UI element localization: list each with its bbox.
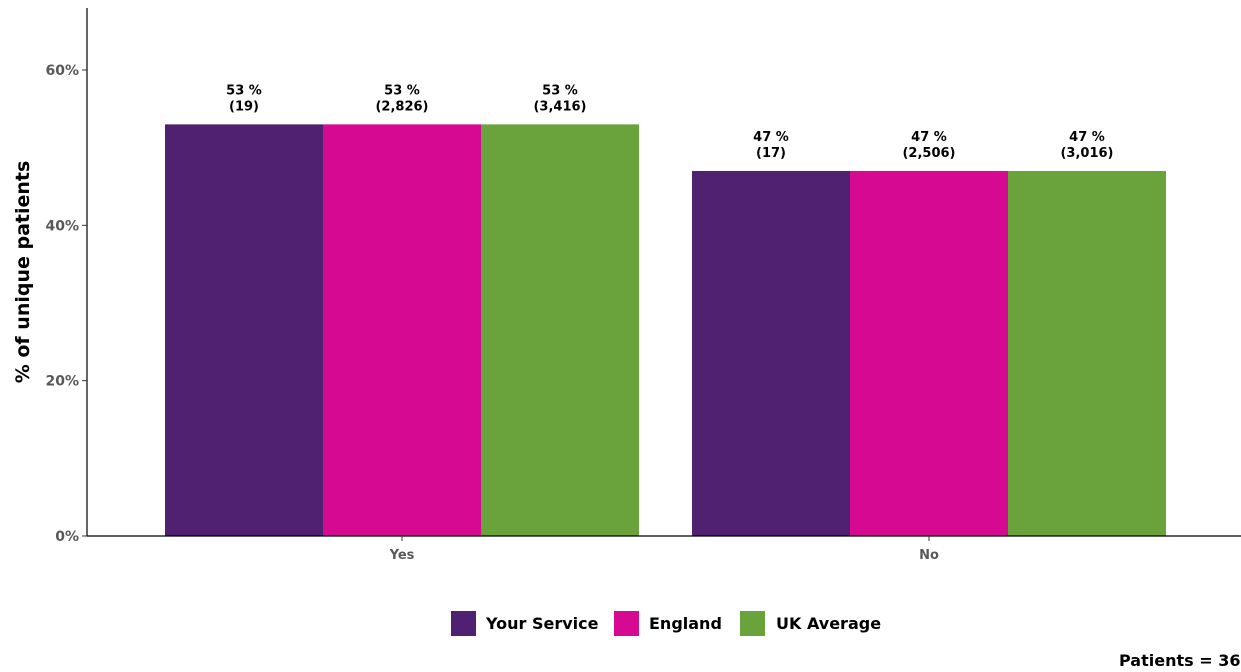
y-tick-label: 20% — [45, 374, 79, 390]
data-label-count: (3,016) — [1060, 146, 1113, 161]
patients-count-note: Patients = 36 — [1119, 651, 1240, 670]
data-label-count: (17) — [756, 146, 786, 161]
bar-your-service-yes — [165, 124, 323, 536]
y-axis-title: % of unique patients — [12, 161, 34, 384]
data-label-count: (19) — [229, 99, 259, 114]
bar-your-service-no — [692, 170, 850, 536]
data-label-percent: 53 % — [542, 83, 578, 98]
y-tick-label: 0% — [55, 529, 79, 545]
legend: Your Service England UK Average — [451, 611, 881, 636]
data-label-count: (2,826) — [375, 99, 428, 114]
legend-label: England — [649, 614, 722, 633]
legend-label: Your Service — [485, 614, 599, 633]
bar-labels: 53 %(19)53 %(2,826)53 %(3,416)47 %(17)47… — [226, 83, 1113, 161]
data-label-percent: 47 % — [911, 130, 947, 145]
data-label-count: (2,506) — [902, 146, 955, 161]
bar-uk-average-no — [1008, 170, 1166, 536]
x-tick-label: No — [919, 548, 939, 563]
legend-swatch — [451, 611, 476, 636]
bars — [165, 124, 1166, 536]
legend-item: Your Service — [451, 611, 599, 636]
data-label-percent: 53 % — [226, 83, 262, 98]
data-label-count: (3,416) — [533, 99, 586, 114]
legend-item: UK Average — [740, 611, 881, 636]
legend-label: UK Average — [776, 614, 881, 633]
legend-item: England — [614, 611, 722, 636]
y-tick-label: 60% — [45, 63, 79, 79]
bar-uk-average-yes — [481, 124, 639, 536]
y-axis: 0% 20% 40% 60% — [45, 8, 88, 545]
bar-england-no — [850, 170, 1008, 536]
data-label-percent: 47 % — [1069, 130, 1105, 145]
y-tick-label: 40% — [45, 218, 79, 234]
data-label-percent: 47 % — [753, 130, 789, 145]
data-label-percent: 53 % — [384, 83, 420, 98]
bar-england-yes — [323, 124, 481, 536]
legend-swatch — [614, 611, 639, 636]
x-tick-label: Yes — [389, 548, 415, 563]
legend-swatch — [740, 611, 765, 636]
x-axis: Yes No — [87, 535, 1241, 563]
